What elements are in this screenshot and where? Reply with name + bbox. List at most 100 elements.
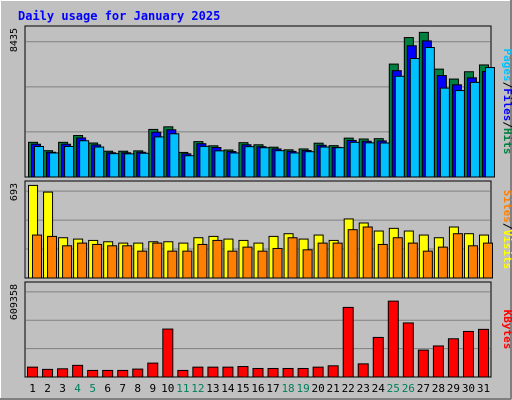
bar-kbytes-17	[267, 367, 279, 378]
bar-sites-16	[257, 250, 268, 279]
bar-pages-22	[349, 141, 360, 178]
bar-kbytes-30	[462, 330, 474, 378]
bar-sites-22	[347, 229, 358, 279]
bar-sites-6	[107, 245, 118, 279]
x-tick-label-8: 8	[134, 382, 141, 395]
bar-sites-31	[482, 242, 493, 279]
bar-kbytes-23	[357, 363, 369, 378]
bar-kbytes-12	[192, 366, 204, 378]
bar-kbytes-4	[72, 364, 84, 378]
bar-sites-12	[197, 243, 208, 279]
bar-kbytes-11	[177, 369, 189, 378]
bar-sites-4	[77, 242, 88, 279]
x-tick-label-4: 4	[74, 382, 81, 395]
bar-sites-11	[182, 250, 193, 279]
bar-pages-5	[94, 146, 105, 178]
bar-pages-11	[184, 155, 195, 178]
bar-pages-21	[334, 147, 345, 178]
x-tick-label-31: 31	[477, 382, 490, 395]
x-tick-label-23: 23	[357, 382, 370, 395]
bar-sites-26	[407, 242, 418, 279]
x-tick-label-29: 29	[447, 382, 460, 395]
bar-sites-19	[302, 249, 313, 279]
x-axis-labels: 1 2 3 4 5 6 7 8 9 10 11 12 13 14 15 16 17 18 19 20 21 22 23 24 2…	[29, 382, 490, 395]
bar-pages-29	[454, 90, 465, 178]
legend-separator: /	[501, 82, 512, 89]
legend-separator: /	[501, 223, 512, 230]
bar-kbytes-13	[207, 366, 219, 378]
bar-sites-29	[452, 233, 463, 279]
bar-pages-26	[409, 57, 420, 178]
bar-sites-20	[317, 242, 328, 279]
side-label-hits: Pages/Files/Hits	[501, 49, 512, 155]
bar-sites-15	[242, 246, 253, 279]
bar-sites-17	[272, 247, 283, 279]
x-tick-label-15: 15	[236, 382, 249, 395]
bar-pages-15	[244, 146, 255, 178]
bar-kbytes-19	[297, 367, 309, 378]
bar-pages-4	[79, 140, 90, 178]
legend-pages: Pages	[501, 49, 512, 82]
bar-pages-7	[124, 153, 135, 178]
bar-pages-19	[304, 151, 315, 178]
legend-files: Files	[501, 88, 512, 121]
bar-sites-14	[227, 250, 238, 279]
legend-hits: Hits	[501, 128, 512, 155]
bar-pages-1	[34, 146, 45, 178]
x-tick-label-27: 27	[417, 382, 430, 395]
bar-sites-18	[287, 237, 298, 279]
x-tick-label-30: 30	[462, 382, 475, 395]
panel-hits-ymax-label: 8435	[9, 28, 20, 52]
bar-sites-2	[47, 235, 58, 279]
x-tick-label-19: 19	[296, 382, 309, 395]
legend-separator: /	[501, 121, 512, 128]
bar-kbytes-31	[477, 328, 489, 378]
bar-sites-28	[437, 246, 448, 279]
x-tick-label-1: 1	[29, 382, 36, 395]
bar-sites-10	[167, 250, 178, 279]
x-tick-label-14: 14	[221, 382, 235, 395]
bar-sites-24	[377, 243, 388, 279]
bar-kbytes-7	[117, 369, 129, 378]
bar-kbytes-28	[432, 345, 444, 378]
x-tick-label-5: 5	[89, 382, 96, 395]
x-tick-label-10: 10	[161, 382, 174, 395]
bar-pages-18	[289, 152, 300, 178]
x-tick-label-9: 9	[149, 382, 156, 395]
bar-pages-24	[379, 142, 390, 178]
bar-kbytes-25	[387, 300, 399, 378]
x-tick-label-17: 17	[266, 382, 279, 395]
bar-sites-8	[137, 250, 148, 279]
bar-pages-6	[109, 153, 120, 178]
x-tick-label-18: 18	[281, 382, 294, 395]
bar-kbytes-14	[222, 366, 234, 378]
legend-visits: Visits	[501, 230, 512, 270]
legend-sites: Sites	[501, 190, 512, 223]
bar-sites-21	[332, 242, 343, 279]
x-tick-label-2: 2	[44, 382, 51, 395]
bar-sites-3	[62, 245, 73, 279]
panel-hits: 8435	[9, 25, 495, 178]
bar-pages-8	[139, 152, 150, 178]
bar-sites-5	[92, 243, 103, 279]
bar-kbytes-24	[372, 336, 384, 378]
x-tick-label-3: 3	[59, 382, 66, 395]
bar-pages-9	[154, 136, 165, 178]
bar-kbytes-10	[162, 328, 174, 378]
chart-title: Daily usage for January 2025	[18, 9, 220, 23]
x-tick-label-6: 6	[104, 382, 111, 395]
bar-sites-23	[362, 226, 373, 279]
bar-pages-25	[394, 75, 405, 178]
bar-sites-27	[422, 250, 433, 279]
bar-pages-17	[274, 150, 285, 178]
bar-kbytes-21	[327, 365, 339, 378]
bar-kbytes-20	[312, 366, 324, 378]
bar-kbytes-16	[252, 367, 264, 378]
bar-kbytes-1	[27, 366, 39, 378]
bar-pages-3	[64, 146, 75, 178]
x-tick-label-28: 28	[432, 382, 445, 395]
legend-kbytes: KBytes	[501, 310, 512, 350]
bar-pages-27	[424, 47, 435, 178]
